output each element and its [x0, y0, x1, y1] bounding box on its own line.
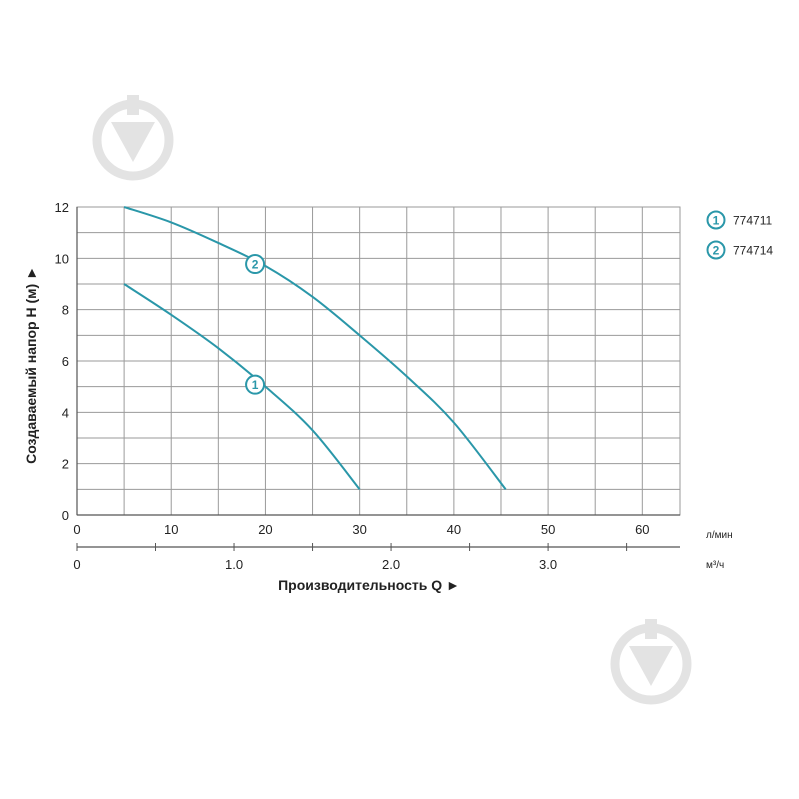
watermark-top — [92, 95, 174, 181]
x-tick-label-secondary: 1.0 — [225, 557, 243, 572]
x-tick-label: 10 — [164, 522, 178, 537]
grid — [76, 206, 681, 516]
x-tick-labels: 0 10 20 30 40 50 60 — [73, 522, 649, 537]
x-tick-labels-secondary: 0 1.0 2.0 3.0 — [73, 557, 557, 572]
x-tick-label-secondary: 2.0 — [382, 557, 400, 572]
y-tick-label: 10 — [55, 251, 69, 266]
series-marker-label: 2 — [252, 258, 259, 272]
drop-pin-watermark-icon — [610, 619, 692, 705]
legend-marker-label: 1 — [713, 214, 720, 228]
legend-marker-2 — [706, 240, 726, 260]
series-marker-1 — [245, 374, 266, 395]
y-tick-label: 6 — [62, 354, 69, 369]
x-unit-primary: л/мин — [706, 530, 733, 541]
drop-pin-watermark-icon — [92, 95, 174, 181]
y-tick-label: 0 — [62, 508, 69, 523]
y-tick-labels: 0 2 4 6 8 10 12 — [55, 200, 69, 523]
series-line-774714 — [123, 206, 507, 490]
x-tick-label: 20 — [258, 522, 272, 537]
x-tick-label: 50 — [541, 522, 555, 537]
series-lines: 12 — [123, 206, 507, 490]
x-unit-secondary: м³/ч — [706, 560, 724, 571]
series-marker-2 — [245, 254, 266, 275]
y-tick-label: 4 — [62, 405, 69, 420]
x-tick-label: 40 — [447, 522, 461, 537]
legend-marker-label: 2 — [713, 244, 720, 258]
series-line-774711 — [123, 283, 361, 490]
legend-label: 774714 — [733, 244, 773, 258]
y-tick-label: 2 — [62, 457, 69, 472]
series-marker-label: 1 — [252, 378, 259, 392]
x-tick-label: 60 — [635, 522, 649, 537]
x-tick-label: 0 — [73, 522, 80, 537]
y-axis-title: Создаваемый напор H (м) ► — [23, 266, 39, 464]
x-tick-label-secondary: 0 — [73, 557, 80, 572]
x-tick-label-secondary: 3.0 — [539, 557, 557, 572]
y-tick-label: 8 — [62, 303, 69, 318]
axes — [76, 207, 680, 551]
x-axis-title: Производительность Q ► — [278, 577, 460, 593]
legend: 1 774711 2 774714 — [706, 210, 773, 260]
watermark-bottom — [610, 619, 692, 705]
legend-marker-1 — [706, 210, 726, 230]
legend-label: 774711 — [733, 214, 772, 228]
y-tick-label: 12 — [55, 200, 69, 215]
x-tick-label: 30 — [352, 522, 366, 537]
